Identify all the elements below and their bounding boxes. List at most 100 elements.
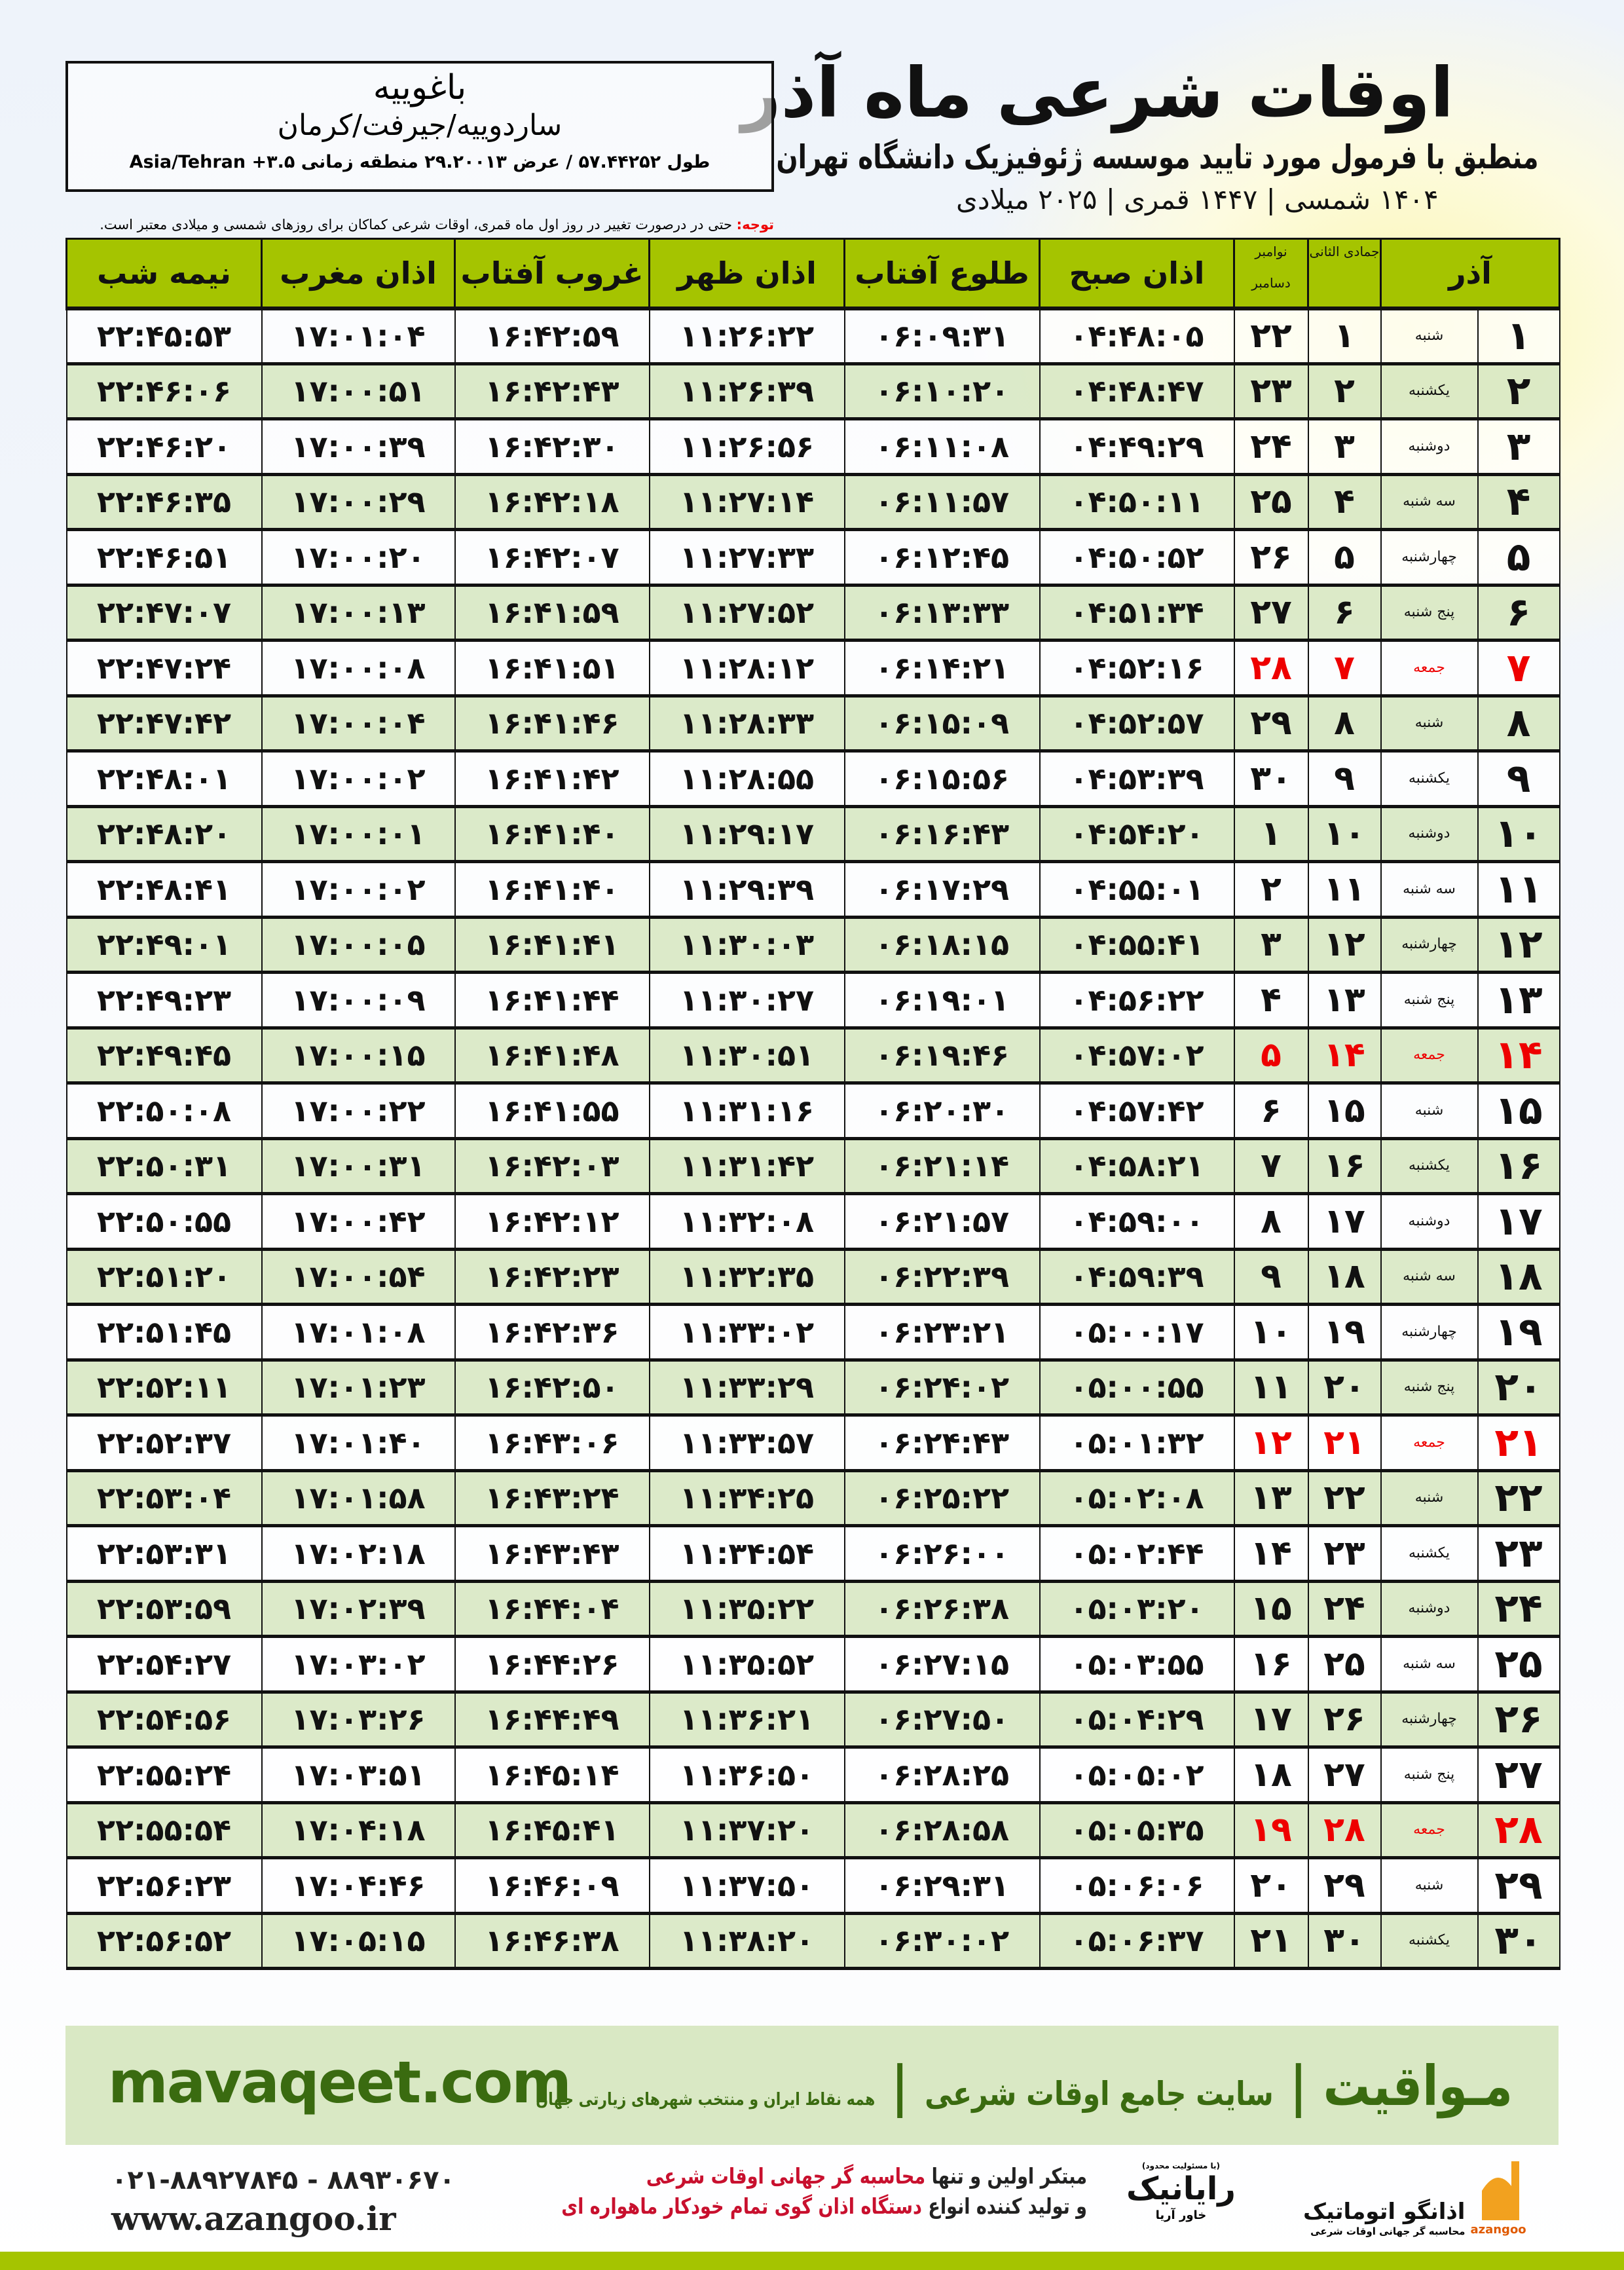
azar-day: ۳: [1477, 418, 1560, 476]
gregorian-day: ۸: [1233, 1193, 1309, 1251]
weekday: سه شنبه: [1380, 474, 1479, 531]
hijri-day: ۱: [1307, 307, 1382, 365]
ghorub: ۱۶:۴۲:۳۶: [454, 1303, 650, 1362]
table-row: ۷ جمعه ۷ ۲۸ ۰۴:۵۲:۱۶ ۰۶:۱۴:۲۱ ۱۱:۲۸:۱۲ ۱۶:۴۱:۵۱…: [65, 639, 1560, 698]
table-row: ۲۸ جمعه ۲۸ ۱۹ ۰۵:۰۵:۳۵ ۰۶:۲۸:۵۸ ۱۱:۳۷:۲۰ ۱۶:۴۵:…: [65, 1802, 1560, 1859]
azar-day: ۲۱: [1477, 1414, 1560, 1472]
site-link[interactable]: mavaqeet.com: [108, 2049, 572, 2116]
maghrib: ۱۷:۰۴:۴۶: [261, 1857, 456, 1915]
ghorub: ۱۶:۴۱:۴۱: [454, 916, 650, 974]
zohr: ۱۱:۳۴:۵۴: [648, 1525, 845, 1583]
col-ghorub: غروب آفتاب: [454, 238, 650, 310]
zohr: ۱۱:۳۲:۰۸: [648, 1193, 845, 1251]
sobh: ۰۵:۰۳:۵۵: [1039, 1635, 1235, 1694]
gregorian-day: ۲۱: [1233, 1912, 1309, 1970]
zohr: ۱۱:۳۵:۵۲: [648, 1635, 845, 1694]
azar-day: ۱: [1477, 307, 1560, 365]
table-row: ۱۸ سه شنبه ۱۸ ۹ ۰۴:۵۹:۳۹ ۰۶:۲۲:۳۹ ۱۱:۳۲:۳۵ ۱۶:۴…: [65, 1248, 1560, 1306]
col-zohr: اذان ظهر: [648, 238, 845, 310]
weekday: چهارشنبه: [1380, 916, 1479, 974]
maghrib: ۱۷:۰۱:۴۰: [261, 1414, 456, 1472]
hijri-day: ۱۴: [1307, 1027, 1382, 1085]
azangoo-link[interactable]: www.azangoo.ir: [111, 2199, 396, 2238]
gregorian-day: ۲۹: [1233, 695, 1309, 753]
azar-day: ۱۷: [1477, 1193, 1560, 1251]
gregorian-day: ۲۵: [1233, 474, 1309, 531]
nime-shab: ۲۲:۴۵:۵۳: [65, 307, 263, 365]
tolu: ۰۶:۱۷:۲۹: [843, 861, 1041, 919]
col-gregorian: نوامبر دسامبر: [1233, 238, 1309, 310]
maghrib: ۱۷:۰۰:۱۵: [261, 1027, 456, 1085]
zohr: ۱۱:۲۷:۳۳: [648, 529, 845, 587]
ghorub: ۱۶:۴۳:۰۶: [454, 1414, 650, 1472]
table-row: ۹ یکشنبه ۹ ۳۰ ۰۴:۵۳:۳۹ ۰۶:۱۵:۵۶ ۱۱:۲۸:۵۵ ۱۶:۴۱:…: [65, 750, 1560, 808]
hijri-day: ۱۹: [1307, 1303, 1382, 1362]
azar-day: ۱۹: [1477, 1303, 1560, 1362]
ghorub: ۱۶:۴۶:۰۹: [454, 1857, 650, 1915]
sobh: ۰۴:۵۷:۴۲: [1039, 1082, 1235, 1140]
tolu: ۰۶:۲۲:۳۹: [843, 1248, 1041, 1306]
zohr: ۱۱:۳۲:۳۵: [648, 1248, 845, 1306]
azar-day: ۴: [1477, 474, 1560, 531]
weekday: پنج شنبه: [1380, 584, 1479, 642]
hijri-day: ۱۶: [1307, 1138, 1382, 1195]
gregorian-day: ۶: [1233, 1082, 1309, 1140]
table-row: ۳ دوشنبه ۳ ۲۴ ۰۴:۴۹:۲۹ ۰۶:۱۱:۰۸ ۱۱:۲۶:۵۶ ۱۶:۴۲:…: [65, 418, 1560, 476]
azar-day: ۲۳: [1477, 1525, 1560, 1583]
gregorian-day: ۲۳: [1233, 363, 1309, 420]
tolu: ۰۶:۲۱:۵۷: [843, 1193, 1041, 1251]
hijri-day: ۳: [1307, 418, 1382, 476]
weekday: پنج شنبه: [1380, 971, 1479, 1030]
location-box: باغوییه ساردوییه/جیرفت/کرمان طول ۵۷.۴۴۲۵…: [65, 61, 774, 192]
table-row: ۸ شنبه ۸ ۲۹ ۰۴:۵۲:۵۷ ۰۶:۱۵:۰۹ ۱۱:۲۸:۳۳ ۱۶:۴۱:۴۶…: [65, 695, 1560, 753]
gregorian-day: ۱۷: [1233, 1691, 1309, 1749]
weekday: جمعه: [1380, 1802, 1479, 1859]
weekday: شنبه: [1380, 1082, 1479, 1140]
maghrib: ۱۷:۰۱:۵۸: [261, 1470, 456, 1527]
maghrib: ۱۷:۰۰:۰۴: [261, 695, 456, 753]
sobh: ۰۴:۴۸:۴۷: [1039, 363, 1235, 420]
zohr: ۱۱:۲۶:۵۶: [648, 418, 845, 476]
mosque-icon: [1482, 2161, 1520, 2220]
brand: مـواقیت | سایت جامع اوقات شرعی | همه نقا…: [536, 2054, 1513, 2118]
note-label: توجه:: [736, 217, 774, 233]
azar-day: ۲۹: [1477, 1857, 1560, 1915]
tolu: ۰۶:۱۰:۲۰: [843, 363, 1041, 420]
tolu: ۰۶:۱۸:۱۵: [843, 916, 1041, 974]
hijri-day: ۲۳: [1307, 1525, 1382, 1583]
hijri-day: ۱۸: [1307, 1248, 1382, 1306]
maghrib: ۱۷:۰۰:۵۴: [261, 1248, 456, 1306]
hijri-day: ۸: [1307, 695, 1382, 753]
zohr: ۱۱:۲۹:۳۹: [648, 861, 845, 919]
maghrib: ۱۷:۰۱:۲۳: [261, 1359, 456, 1417]
ghorub: ۱۶:۴۲:۵۹: [454, 307, 650, 365]
hijri-day: ۲۴: [1307, 1580, 1382, 1638]
weekday: شنبه: [1380, 1470, 1479, 1527]
table-row: ۲۰ پنج شنبه ۲۰ ۱۱ ۰۵:۰۰:۵۵ ۰۶:۲۴:۰۲ ۱۱:۳۳:۲۹ ۱۶…: [65, 1359, 1560, 1417]
sobh: ۰۵:۰۳:۲۰: [1039, 1580, 1235, 1638]
azar-day: ۶: [1477, 584, 1560, 642]
ghorub: ۱۶:۴۲:۱۲: [454, 1193, 650, 1251]
nime-shab: ۲۲:۴۶:۳۵: [65, 474, 263, 531]
gregorian-day: ۱۶: [1233, 1635, 1309, 1694]
zohr: ۱۱:۲۸:۱۲: [648, 639, 845, 698]
sobh: ۰۵:۰۵:۰۲: [1039, 1746, 1235, 1804]
sobh: ۰۴:۵۰:۱۱: [1039, 474, 1235, 531]
gregorian-day: ۱۹: [1233, 1802, 1309, 1859]
maghrib: ۱۷:۰۰:۵۱: [261, 363, 456, 420]
ghorub: ۱۶:۴۱:۴۶: [454, 695, 650, 753]
hijri-day: ۲۰: [1307, 1359, 1382, 1417]
zohr: ۱۱:۳۱:۴۲: [648, 1138, 845, 1195]
sobh: ۰۴:۵۴:۲۰: [1039, 806, 1235, 863]
nime-shab: ۲۲:۴۹:۴۵: [65, 1027, 263, 1085]
tolu: ۰۶:۲۵:۲۲: [843, 1470, 1041, 1527]
table-row: ۱۲ چهارشنبه ۱۲ ۳ ۰۴:۵۵:۴۱ ۰۶:۱۸:۱۵ ۱۱:۳۰:۰۳ ۱۶:…: [65, 916, 1560, 974]
table-row: ۱ شنبه ۱ ۲۲ ۰۴:۴۸:۰۵ ۰۶:۰۹:۳۱ ۱۱:۲۶:۲۲ ۱۶:۴۲:۵۹…: [65, 307, 1560, 365]
azar-day: ۱۱: [1477, 861, 1560, 919]
nime-shab: ۲۲:۵۱:۲۰: [65, 1248, 263, 1306]
zohr: ۱۱:۲۷:۱۴: [648, 474, 845, 531]
sobh: ۰۵:۰۰:۵۵: [1039, 1359, 1235, 1417]
sobh: ۰۵:۰۲:۰۸: [1039, 1470, 1235, 1527]
maghrib: ۱۷:۰۰:۰۵: [261, 916, 456, 974]
zohr: ۱۱:۳۷:۲۰: [648, 1802, 845, 1859]
